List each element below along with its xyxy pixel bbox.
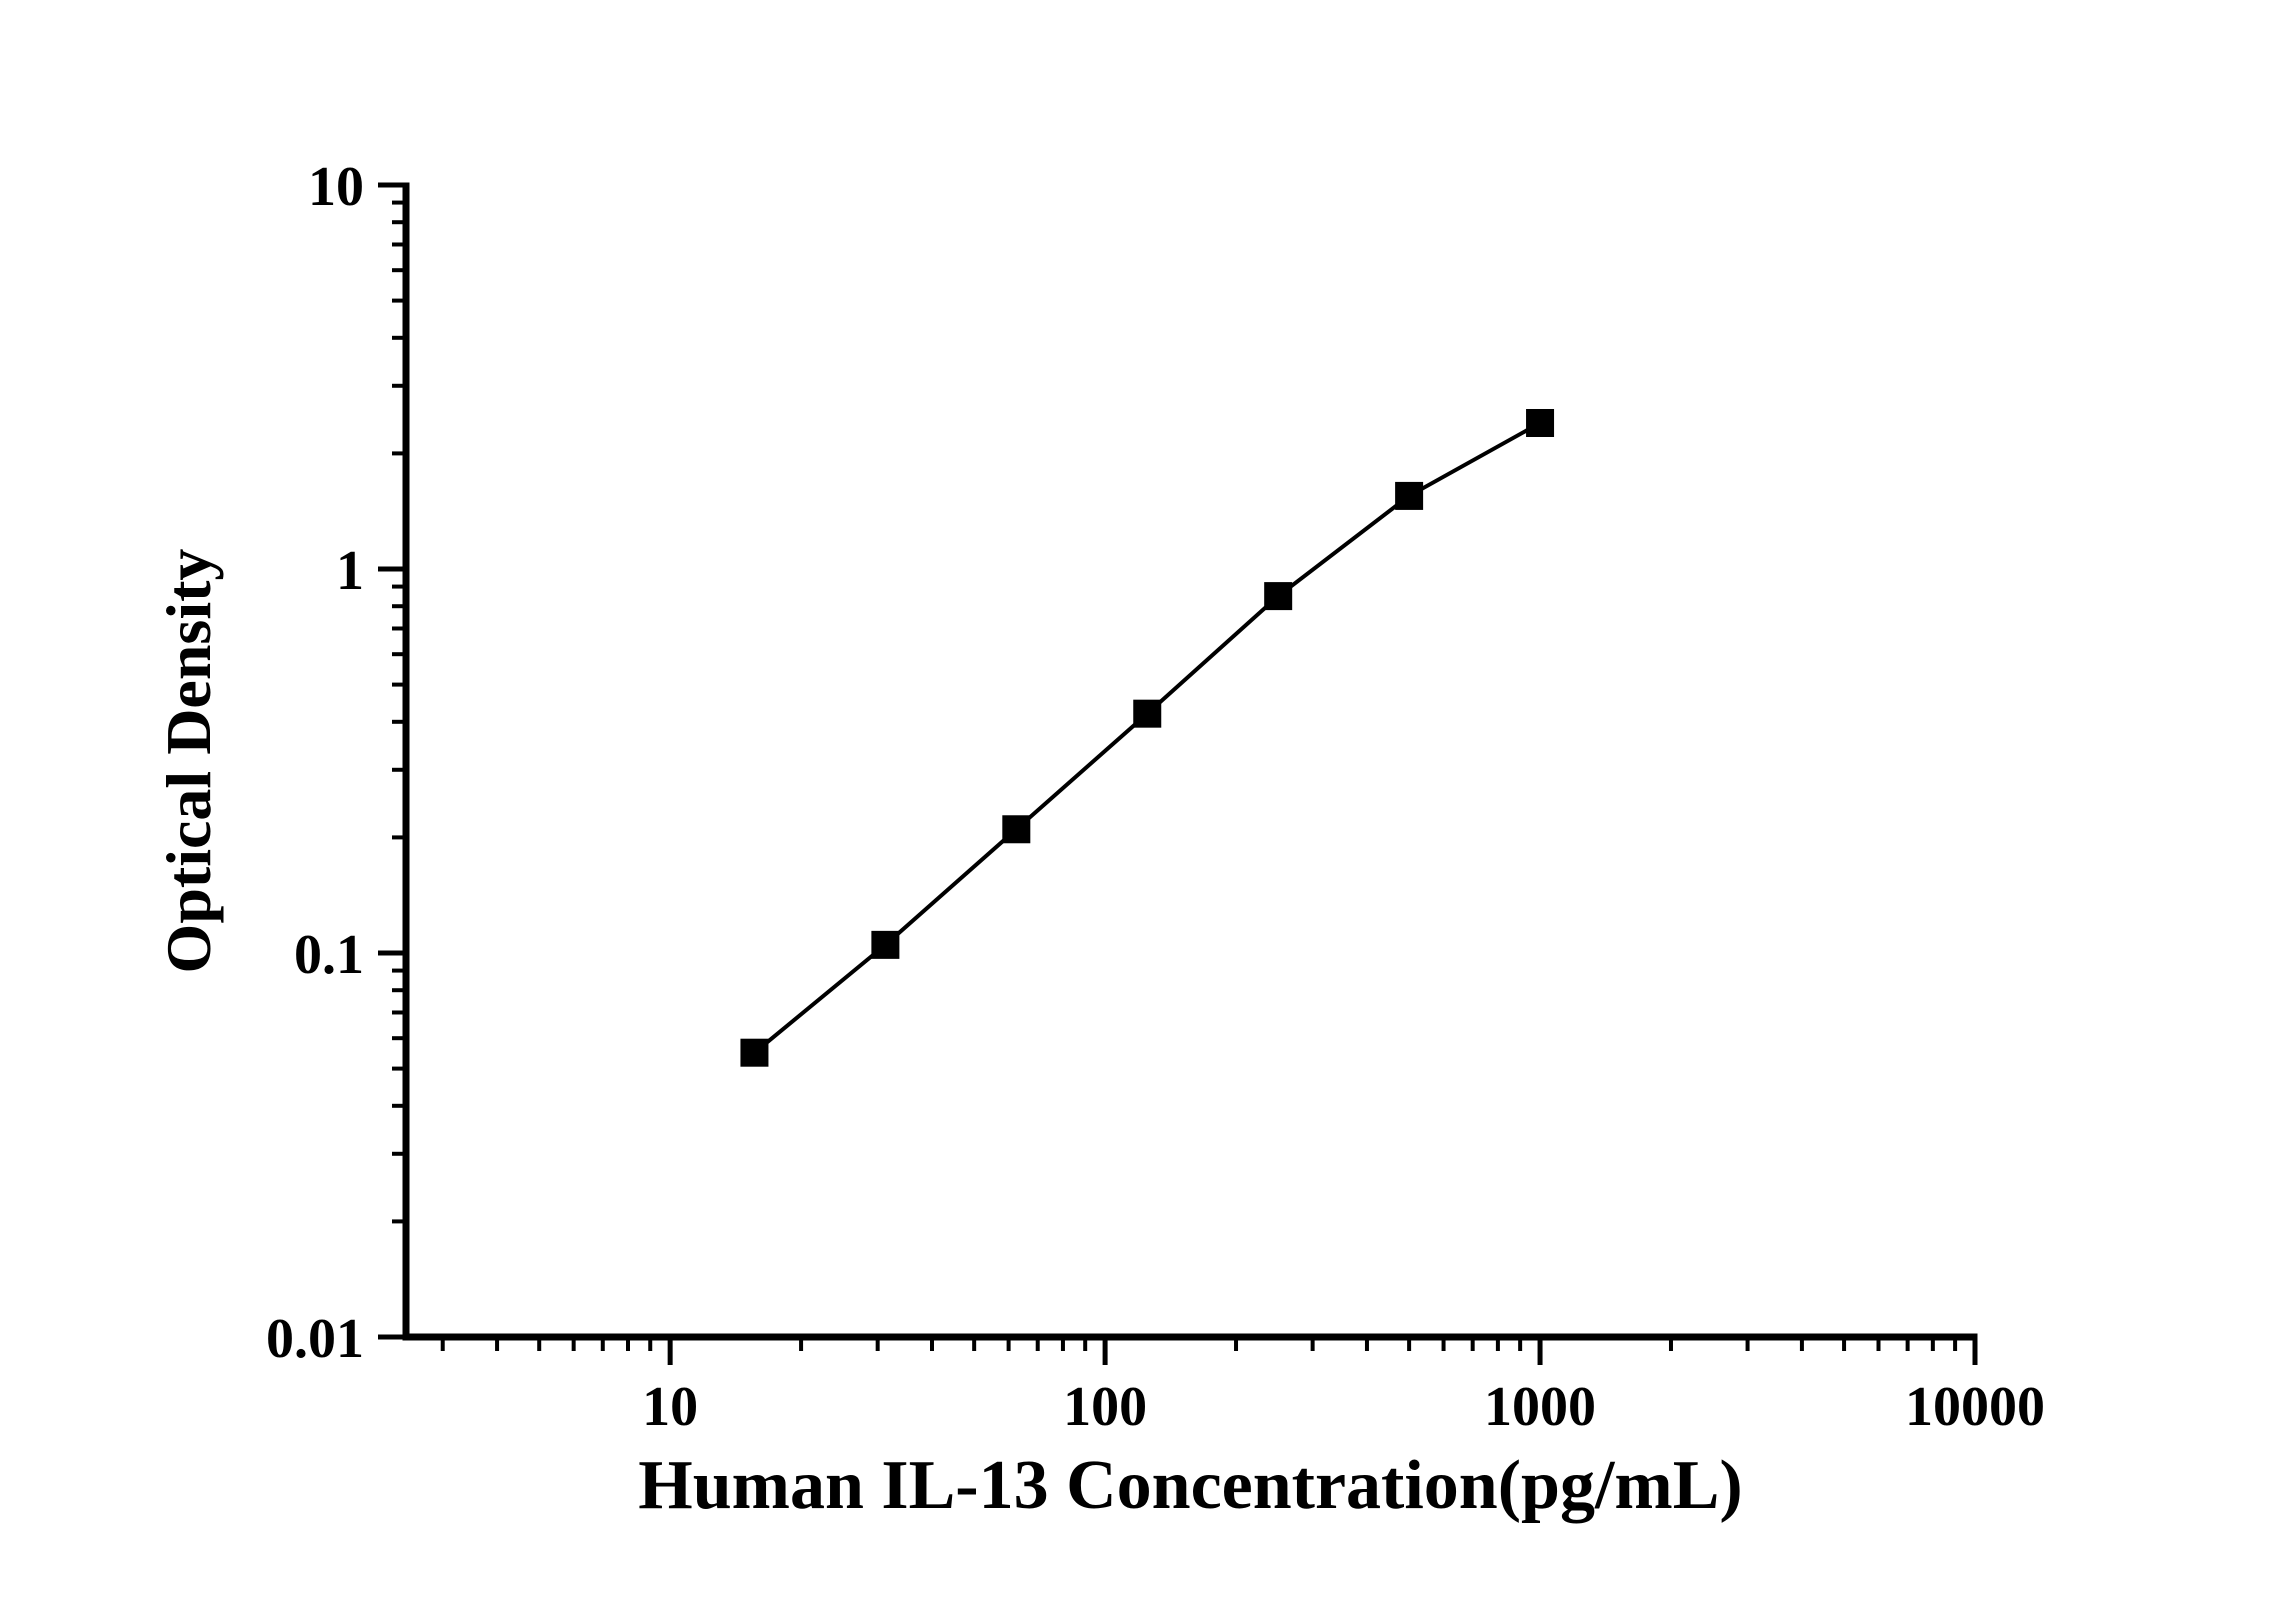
data-point-marker [1526,408,1555,437]
y-axis-title: Optical Density [153,549,224,974]
data-point-marker [871,930,900,959]
x-tick-label: 10 [642,1376,698,1438]
data-point-marker [1264,582,1293,611]
data-series [740,408,1555,1067]
y-axis [378,182,410,1341]
y-tick-label: 10 [308,156,364,218]
x-tick-label: 1000 [1484,1376,1596,1438]
x-axis-title: Human IL-13 Concentration(pg/mL) [638,1447,1742,1524]
x-axis [402,1333,1978,1365]
y-tick-label: 0.1 [294,924,364,986]
data-point-marker [740,1038,769,1067]
x-tick-label: 100 [1063,1376,1147,1438]
y-axis-tick-labels: 0.01 0.1 1 10 [266,156,364,1370]
data-point-marker [1002,815,1031,844]
data-point-marker [1133,699,1162,728]
y-tick-label: 0.01 [266,1308,364,1370]
data-point-marker [1395,481,1424,510]
x-axis-tick-labels: 10 100 1000 10000 [642,1376,2045,1438]
y-tick-label: 1 [336,540,364,602]
x-tick-label: 10000 [1905,1376,2045,1438]
